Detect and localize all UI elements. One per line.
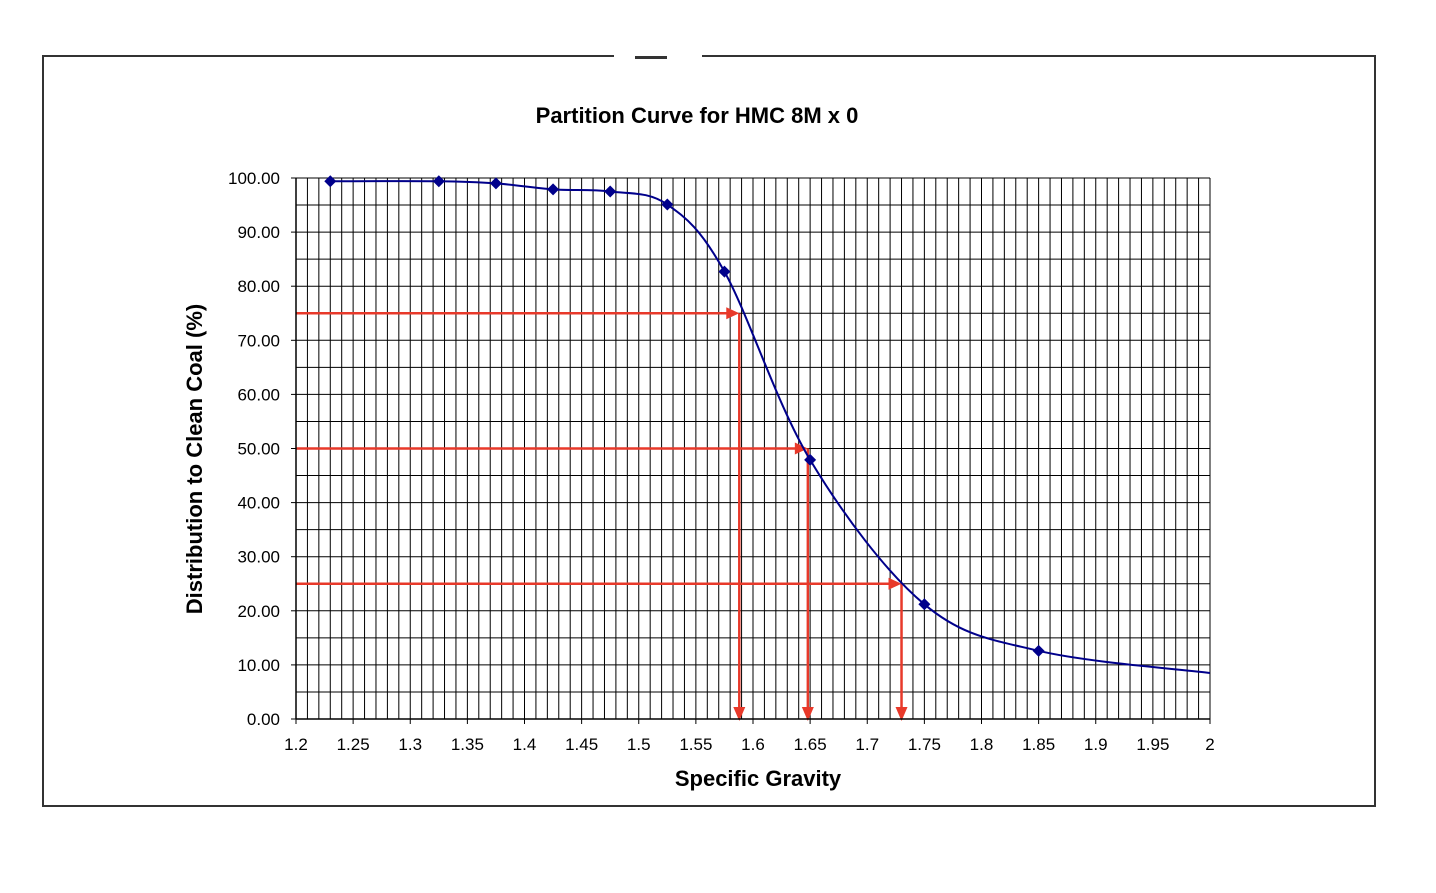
- reference-arrowhead-right: [726, 307, 740, 320]
- x-tick-label: 1.9: [1084, 735, 1108, 754]
- reference-arrowhead-down: [801, 707, 814, 721]
- x-tick-label: 1.6: [741, 735, 765, 754]
- frame-gap-mark: [635, 56, 667, 59]
- x-tick-label: 1.4: [513, 735, 537, 754]
- data-point-marker: [489, 177, 502, 190]
- reference-arrowhead-right: [888, 577, 902, 590]
- x-tick-label: 1.45: [565, 735, 598, 754]
- reference-arrowhead-right: [794, 442, 808, 455]
- tick-labels: 1.2 1.25 1.3 1.35 1.4 1.45 1.5 1.55 1.6 1.65 1.7 1.…: [228, 169, 1215, 754]
- data-point-marker: [324, 175, 337, 188]
- y-tick-label: 20.00: [237, 602, 280, 621]
- data-point-marker: [547, 183, 560, 196]
- x-tick-label: 1.25: [337, 735, 370, 754]
- x-axis-title: Specific Gravity: [675, 766, 842, 791]
- data-point-marker: [918, 598, 931, 611]
- data-point-marker: [604, 185, 617, 198]
- x-tick-label: 1.7: [855, 735, 879, 754]
- reference-arrowhead-down: [895, 707, 908, 721]
- data-point-marker: [661, 198, 674, 211]
- reference-arrowhead-down: [733, 707, 746, 721]
- series: [324, 175, 1211, 675]
- y-tick-label: 10.00: [237, 656, 280, 675]
- x-tick-label: 1.65: [794, 735, 827, 754]
- y-tick-label: 90.00: [237, 223, 280, 242]
- data-point-marker: [718, 265, 731, 278]
- x-tick-label: 1.35: [451, 735, 484, 754]
- y-tick-label: 50.00: [237, 440, 280, 459]
- x-tick-label: 1.8: [970, 735, 994, 754]
- data-point-marker: [804, 453, 817, 466]
- y-axis-title: Distribution to Clean Coal (%): [182, 304, 207, 614]
- y-tick-label: 30.00: [237, 548, 280, 567]
- x-tick-label: 1.95: [1136, 735, 1169, 754]
- chart-title: Partition Curve for HMC 8M x 0: [536, 103, 859, 128]
- reference-lines: [296, 307, 908, 721]
- y-tick-label: 40.00: [237, 494, 280, 513]
- y-tick-label: 60.00: [237, 385, 280, 404]
- x-tick-label: 1.5: [627, 735, 651, 754]
- y-tick-label: 0.00: [247, 710, 280, 729]
- y-tick-label: 70.00: [237, 331, 280, 350]
- x-tick-label: 1.55: [679, 735, 712, 754]
- data-point-marker: [1032, 644, 1045, 657]
- axes: [291, 177, 1211, 724]
- x-tick-label: 1.2: [284, 735, 308, 754]
- data-point-marker: [432, 175, 445, 188]
- y-tick-label: 100.00: [228, 169, 280, 188]
- x-tick-label: 1.75: [908, 735, 941, 754]
- partition-curve-line: [330, 180, 1211, 675]
- y-tick-label: 80.00: [237, 277, 280, 296]
- x-tick-label: 1.3: [398, 735, 422, 754]
- x-tick-label: 2: [1205, 735, 1214, 754]
- x-tick-label: 1.85: [1022, 735, 1055, 754]
- chart-frame: [42, 55, 1376, 807]
